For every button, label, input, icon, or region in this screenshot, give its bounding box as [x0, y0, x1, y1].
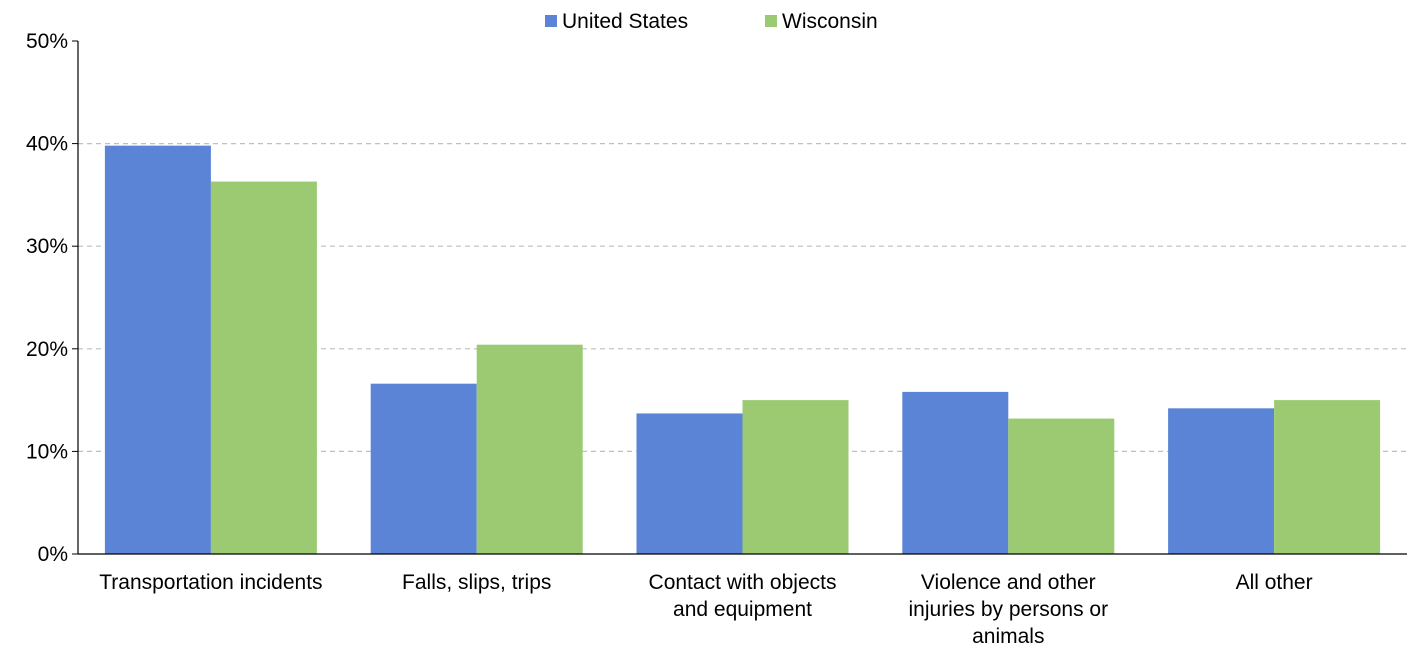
- x-tick-label-0: Transportation incidents: [99, 571, 322, 594]
- legend-label-wisconsin: Wisconsin: [782, 10, 878, 33]
- y-axis: 0% 10% 20% 30% 40% 50%: [26, 30, 79, 566]
- legend-swatch-united-states: [545, 15, 557, 27]
- legend: United States Wisconsin: [545, 10, 878, 33]
- x-tick-label-3: animals: [972, 625, 1044, 648]
- y-tick-label-40: 40%: [26, 133, 68, 156]
- x-tick-label-4: All other: [1236, 571, 1313, 594]
- bar-united-states-4: [1168, 408, 1275, 554]
- x-tick-label-3: injuries by persons or: [909, 598, 1109, 621]
- bar-united-states-3: [902, 391, 1009, 554]
- y-tick-label-30: 30%: [26, 235, 68, 258]
- bar-wisconsin-0: [210, 181, 317, 554]
- y-tick-label-20: 20%: [26, 338, 68, 361]
- x-tick-label-3: Violence and other: [921, 571, 1096, 594]
- bar-wisconsin-2: [742, 400, 849, 554]
- legend-label-united-states: United States: [562, 10, 688, 33]
- legend-swatch-wisconsin: [765, 15, 777, 27]
- bar-united-states-2: [636, 413, 743, 554]
- bars: [104, 145, 1381, 555]
- bar-united-states-0: [104, 145, 211, 555]
- x-tick-label-2: and equipment: [673, 598, 812, 621]
- x-tick-label-1: Falls, slips, trips: [402, 571, 551, 594]
- bar-wisconsin-4: [1274, 400, 1381, 554]
- bar-wisconsin-3: [1008, 418, 1115, 554]
- bar-wisconsin-1: [476, 344, 583, 554]
- bar-united-states-1: [370, 383, 477, 554]
- y-tick-label-50: 50%: [26, 30, 68, 53]
- x-axis: Transportation incidents Falls, slips, tr…: [78, 553, 1407, 648]
- y-tick-label-10: 10%: [26, 440, 68, 463]
- x-tick-label-2: Contact with objects: [649, 571, 837, 594]
- y-tick-label-0: 0%: [38, 543, 68, 566]
